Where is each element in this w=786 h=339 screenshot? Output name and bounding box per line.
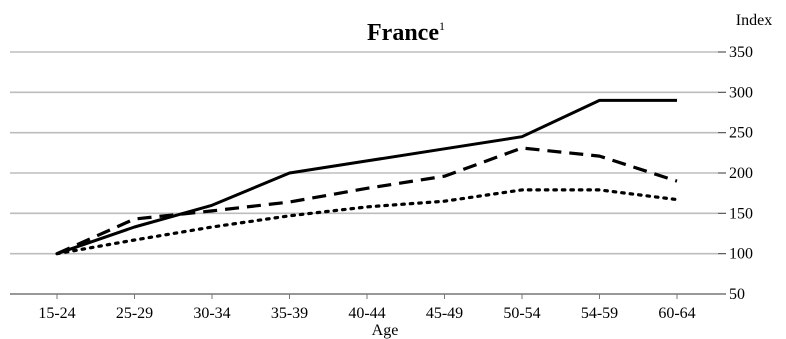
series-line-dashed xyxy=(56,146,678,256)
series-line-dotted xyxy=(55,188,679,256)
chart-title-footnote: 1 xyxy=(439,19,445,33)
series-line-solid xyxy=(56,98,677,256)
y-tick-label-250: 250 xyxy=(729,125,753,142)
y-tick-labels: 50 100 150 200 250 300 350 xyxy=(729,44,753,303)
chart-title-text: France xyxy=(367,20,439,46)
x-tick-label-35-39: 35-39 xyxy=(271,305,308,322)
y-tick-label-50: 50 xyxy=(729,286,745,303)
x-axis-label: Age xyxy=(372,322,399,339)
gridlines xyxy=(10,51,726,299)
y-tick-label-350: 350 xyxy=(729,44,753,61)
x-tick-label-25-29: 25-29 xyxy=(116,305,153,322)
x-tick-label-60-64: 60-64 xyxy=(658,305,695,322)
chart-title: France1 xyxy=(367,19,445,46)
y-tick-label-100: 100 xyxy=(729,246,753,263)
series-lines xyxy=(55,98,679,256)
y-tick-label-300: 300 xyxy=(729,84,753,101)
x-tick-label-15-24: 15-24 xyxy=(38,305,75,322)
y-axis-label: Index xyxy=(736,12,772,29)
x-tick-label-54-59: 54-59 xyxy=(581,305,618,322)
x-tick-label-50-54: 50-54 xyxy=(503,305,540,322)
x-tick-label-40-44: 40-44 xyxy=(348,305,385,322)
y-tick-label-200: 200 xyxy=(729,165,753,182)
x-tick-label-45-49: 45-49 xyxy=(426,305,463,322)
y-tick-label-150: 150 xyxy=(729,205,753,222)
x-tick-label-30-34: 30-34 xyxy=(193,305,230,322)
x-tick-labels: 15-24 25-29 30-34 35-39 40-44 45-49 50-54 54-59… xyxy=(38,305,695,322)
